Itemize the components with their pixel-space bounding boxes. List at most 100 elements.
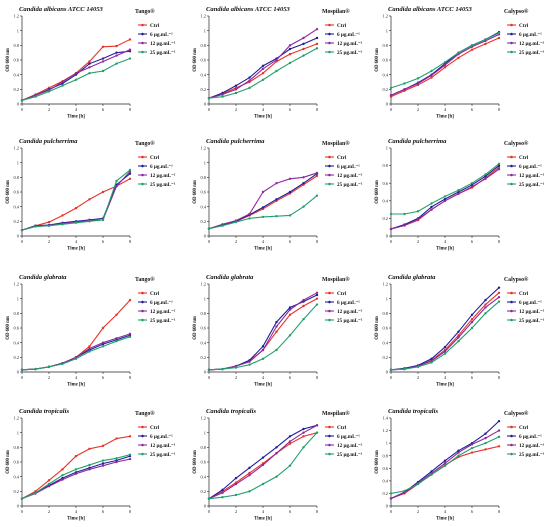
y-tick-label: 0 [204,504,207,509]
y-tick-label: 0 [204,234,207,239]
y-tick-label: 1 [17,160,19,165]
legend-marker-c6 [141,32,144,36]
legend-label: 12 µg.mL⁻¹ [519,41,545,47]
legend-label: 25 µg.mL⁻¹ [519,182,545,188]
y-tick-label: 0.2 [14,355,20,360]
y-tick-label: 0.6 [14,190,20,195]
data-point-c25 [430,202,433,205]
panel-title: Candida albicans ATCC 14053 [19,6,104,13]
legend-label: 12 µg.mL⁻¹ [337,173,363,179]
y-tick-label: 0.2 [201,489,207,494]
panel-title: Candida tropicalis [388,408,438,415]
y-tick-label: 1.2 [201,416,207,421]
data-point-c6 [457,330,460,333]
x-tick-label: 6 [289,107,292,112]
panel-title: Candida glabrata [206,274,254,281]
y-tick-label: 0 [386,102,389,107]
series-line-c12 [21,333,131,371]
legend-marker-c12 [510,41,513,45]
data-point-ctrl [61,214,64,217]
legend-label: Ctrl [337,291,347,297]
data-point-c12 [248,212,251,216]
data-point-c12 [101,464,105,467]
y-tick-label: 0.6 [14,460,20,465]
chart-panel: Candida tropicalis Tango® 0 0.2 0.4 0.6 0.8 1 1.… [6,408,176,522]
legend-marker-c25 [510,182,513,186]
data-point-c25 [88,220,91,223]
y-tick-label: 0 [17,370,20,375]
y-tick-label: 1.2 [383,428,389,433]
data-point-c25 [389,212,393,216]
series-line-c12 [208,28,318,99]
legend-label: 25 µg.mL⁻¹ [337,452,363,458]
data-point-c25 [430,473,433,476]
y-axis-label: OD 600 nm [6,180,11,203]
data-point-ctrl [47,479,51,482]
y-tick-label: 1.2 [14,14,20,19]
legend-marker-ctrl [141,155,144,159]
legend-label: 6 µg.mL⁻¹ [337,434,360,440]
legend-marker-c25 [141,452,144,456]
series-line-ctrl [21,435,131,500]
data-point-c25 [288,61,292,65]
y-axis-label: OD 600 nm [375,450,380,473]
data-point-c12 [275,452,278,455]
data-point-c12 [389,227,393,231]
legend-label: 6 µg.mL⁻¹ [519,434,542,440]
data-point-c25 [403,82,406,85]
legend-label: 25 µg.mL⁻¹ [519,318,545,324]
legend-label: 6 µg.mL⁻¹ [337,164,360,170]
x-axis-label: Time [h] [254,115,272,120]
series-line-c25 [390,32,500,89]
data-point-ctrl [457,334,460,337]
data-point-c25 [47,224,51,227]
data-point-ctrl [101,45,105,48]
legend-marker-c12 [141,41,144,45]
data-point-c25 [20,497,24,500]
data-point-c25 [315,194,319,197]
data-point-ctrl [101,190,105,194]
data-point-c25 [20,99,24,102]
data-point-c25 [248,86,251,90]
y-tick-label: 0.6 [201,326,207,331]
panel-title: Candida albicans ATCC 14053 [206,6,291,13]
data-point-c6 [288,306,292,309]
legend-label: Ctrl [337,23,347,29]
legend-marker-c6 [141,300,144,304]
data-point-c6 [430,205,433,209]
series-line-ctrl [390,292,500,371]
data-point-ctrl [101,326,105,330]
data-point-c12 [315,171,319,175]
data-point-ctrl [457,56,460,59]
x-tick-label: 2 [235,107,237,112]
y-tick-label: 0.8 [201,175,207,180]
data-point-c25 [101,218,105,222]
legend-label: 6 µg.mL⁻¹ [150,434,173,440]
data-point-ctrl [470,451,474,454]
data-point-c25 [47,90,51,93]
data-point-c25 [302,318,305,321]
legend-label: 12 µg.mL⁻¹ [519,443,545,449]
y-tick-label: 1 [386,146,388,151]
legend-marker-ctrl [141,291,144,295]
data-point-ctrl [302,304,305,308]
y-tick-label: 0 [17,234,20,239]
legend-marker-c25 [328,452,331,456]
data-point-c25 [288,214,292,217]
product-label: Calypso® [504,410,529,417]
y-tick-label: 0.8 [383,43,389,48]
x-tick-label: 0 [390,107,393,112]
data-point-c6 [470,313,474,316]
legend-marker-c25 [328,50,331,54]
x-tick-label: 8 [498,107,501,112]
data-point-c25 [221,95,224,98]
series-line-c25 [390,301,500,371]
data-point-c25 [470,182,474,185]
legend-marker-ctrl [141,425,144,429]
legend-marker-c6 [141,164,144,168]
data-point-c25 [389,368,393,371]
legend-label: 6 µg.mL⁻¹ [150,164,173,170]
legend-label: Ctrl [150,23,160,29]
legend-marker-ctrl [328,291,331,295]
y-tick-label: 1 [204,430,206,435]
